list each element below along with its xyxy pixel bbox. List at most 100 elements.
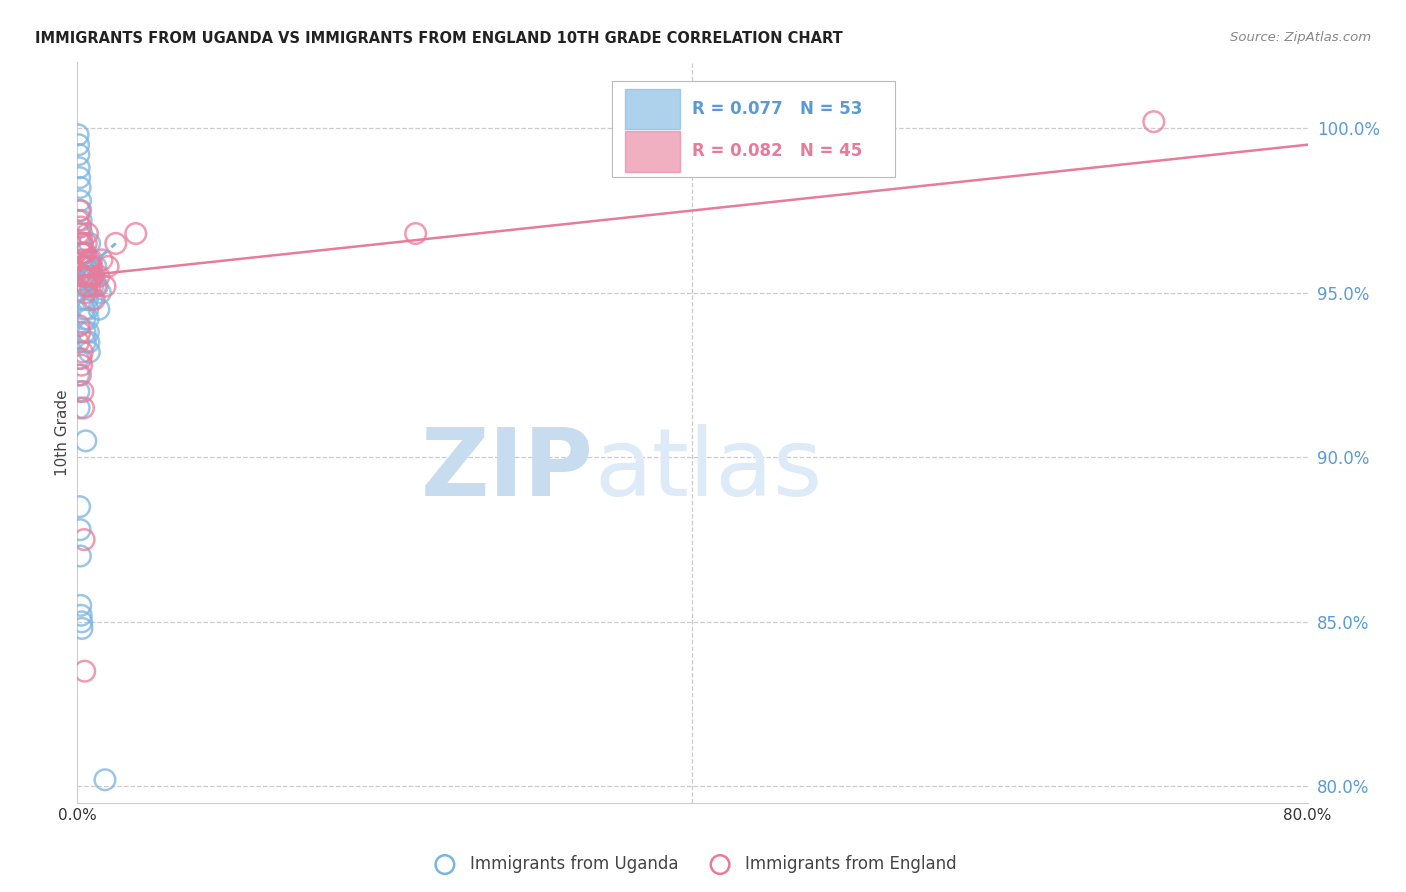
Point <box>69 194 91 208</box>
Point <box>82 279 104 293</box>
Point <box>69 236 91 251</box>
Point <box>79 345 101 359</box>
Point <box>69 549 91 563</box>
Y-axis label: 10th Grade: 10th Grade <box>55 389 70 476</box>
Point <box>79 279 101 293</box>
Point <box>84 279 107 293</box>
Point <box>70 358 93 372</box>
Point <box>75 246 97 260</box>
Point <box>70 246 93 260</box>
Point <box>67 147 90 161</box>
Point <box>75 335 97 350</box>
Point <box>76 302 98 317</box>
Point <box>80 269 103 284</box>
Point <box>80 293 103 307</box>
Point <box>1143 114 1166 128</box>
Point <box>72 269 94 284</box>
Point <box>125 227 148 241</box>
Point <box>72 260 94 274</box>
Point <box>73 285 96 300</box>
Point <box>73 533 96 547</box>
Point <box>72 401 94 415</box>
Point <box>70 608 93 623</box>
Point <box>76 279 98 293</box>
Point <box>73 302 96 317</box>
Point <box>104 236 127 251</box>
Point <box>83 269 105 284</box>
Point <box>69 523 91 537</box>
Point <box>75 434 97 448</box>
Point <box>75 236 97 251</box>
Point <box>79 269 101 284</box>
Point <box>69 203 91 218</box>
Point <box>72 384 94 399</box>
Point <box>73 664 96 678</box>
Point <box>73 246 96 260</box>
Point <box>77 252 100 267</box>
Point <box>86 279 108 293</box>
Point <box>94 772 117 787</box>
Point <box>80 252 103 267</box>
Point <box>87 302 110 317</box>
Point <box>405 227 427 241</box>
Text: IMMIGRANTS FROM UGANDA VS IMMIGRANTS FROM ENGLAND 10TH GRADE CORRELATION CHART: IMMIGRANTS FROM UGANDA VS IMMIGRANTS FRO… <box>35 31 844 46</box>
Point <box>69 203 91 218</box>
Point <box>94 279 117 293</box>
Point <box>80 260 103 274</box>
Point <box>87 269 110 284</box>
Point <box>67 401 90 415</box>
Point <box>67 161 90 175</box>
Point <box>72 236 94 251</box>
Point <box>67 318 90 333</box>
Point <box>76 279 98 293</box>
Point <box>67 368 90 382</box>
Legend: Immigrants from Uganda, Immigrants from England: Immigrants from Uganda, Immigrants from … <box>422 848 963 880</box>
Text: ZIP: ZIP <box>422 424 595 516</box>
Point <box>73 293 96 307</box>
FancyBboxPatch shape <box>624 88 681 129</box>
Point <box>70 615 93 629</box>
Point <box>69 325 91 339</box>
Point <box>67 335 90 350</box>
Point <box>73 312 96 326</box>
Point <box>69 500 91 514</box>
Point <box>70 246 93 260</box>
Point <box>75 260 97 274</box>
Point <box>75 260 97 274</box>
FancyBboxPatch shape <box>613 81 896 178</box>
Point <box>72 252 94 267</box>
Text: R = 0.082   N = 45: R = 0.082 N = 45 <box>693 143 863 161</box>
Point <box>89 285 111 300</box>
Point <box>69 368 91 382</box>
Point <box>72 279 94 293</box>
Point <box>82 269 104 284</box>
Point <box>77 269 100 284</box>
FancyBboxPatch shape <box>624 131 681 171</box>
Point <box>67 137 90 152</box>
Point <box>67 213 90 227</box>
Point <box>76 269 98 284</box>
Text: Source: ZipAtlas.com: Source: ZipAtlas.com <box>1230 31 1371 45</box>
Point <box>67 128 90 142</box>
Point <box>73 269 96 284</box>
Point <box>83 293 105 307</box>
Text: atlas: atlas <box>595 424 823 516</box>
Point <box>79 236 101 251</box>
Point <box>70 351 93 366</box>
Point <box>90 252 114 267</box>
Point <box>69 219 91 234</box>
Point <box>67 384 90 399</box>
Point <box>76 227 98 241</box>
Point <box>69 180 91 194</box>
Text: R = 0.077   N = 53: R = 0.077 N = 53 <box>693 100 863 118</box>
Point <box>97 260 120 274</box>
Point <box>70 345 93 359</box>
Point <box>70 227 93 241</box>
Point <box>77 325 100 339</box>
Point <box>67 227 90 241</box>
Point <box>73 325 96 339</box>
Point <box>69 599 91 613</box>
Point <box>70 621 93 635</box>
Point <box>79 260 101 274</box>
Point <box>70 236 93 251</box>
